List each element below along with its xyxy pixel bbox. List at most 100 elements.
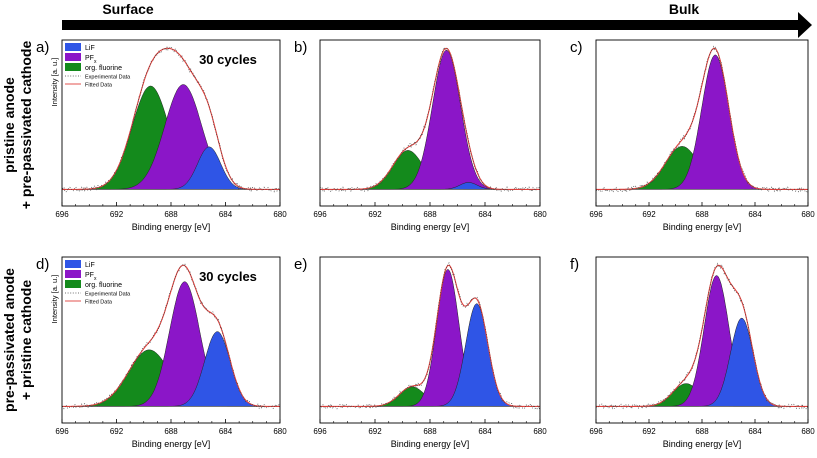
panel-a: 696 692 688 684 680 Binding energy [eV] Intens… [36, 39, 287, 232]
experimental-line-d [62, 262, 280, 410]
panel-label-e: e) [294, 256, 307, 273]
legend-swatch-org-fluorine-a [65, 63, 81, 71]
xtick-label-a-692: 692 [110, 210, 124, 219]
peak-pfx-b [320, 50, 540, 190]
panel-c-plot [596, 45, 808, 193]
xtick-label-c-680: 680 [801, 210, 815, 219]
xtick-label-d-688: 688 [164, 427, 178, 436]
panel-b: 696 692 688 684 680 Binding energy [eV] b) [294, 39, 547, 232]
xtick-label-c-692: 692 [642, 210, 656, 219]
depth-arrow-head [798, 12, 812, 38]
legend-fitted-label-d: Fitted Data [85, 300, 113, 306]
xtick-label-a-696: 696 [55, 210, 69, 219]
panel-d: 696 692 688 684 680 Binding energy [eV] Intens… [36, 256, 287, 449]
legend-experimental-label-d: Experimental Data [85, 292, 131, 298]
panel-f: 696 692 688 684 680 Binding energy [eV] f) [570, 256, 815, 449]
row-label-2: pre-passivated anode + pristine cathode [1, 268, 34, 412]
xlabel-e: Binding energy [eV] [391, 439, 470, 449]
experimental-line-c [596, 45, 808, 193]
row-label-1-line2: + pre-passivated cathode [18, 41, 34, 210]
xtick-label-e-692: 692 [368, 427, 382, 436]
xtick-label-b-692: 692 [368, 210, 382, 219]
xtick-label-a-684: 684 [219, 210, 233, 219]
legend-swatch-org-fluorine-d [65, 280, 81, 288]
xlabel-f: Binding energy [eV] [663, 439, 742, 449]
fitted-line-f [596, 264, 808, 407]
legend-label-lif-d: LiF [85, 262, 95, 269]
panels: 696 692 688 684 680 Binding energy [eV] Intens… [36, 39, 815, 449]
experimental-line-b [320, 46, 540, 193]
xtick-label-c-696: 696 [589, 210, 603, 219]
xlabel-a: Binding energy [eV] [132, 222, 211, 232]
xtick-label-c-688: 688 [695, 210, 709, 219]
experimental-line-f [596, 262, 808, 410]
xtick-label-b-684: 684 [478, 210, 492, 219]
panel-label-f: f) [570, 256, 579, 273]
legend-label-pfx-a: PFx [85, 55, 97, 65]
legend-swatch-pfx-d [65, 270, 81, 278]
legend-swatch-pfx-a [65, 53, 81, 61]
xlabel-d: Binding energy [eV] [132, 439, 211, 449]
legend-swatch-lif-d [65, 260, 81, 268]
row-label-2-line2: + pristine cathode [18, 280, 34, 400]
panel-c: 696 692 688 684 680 Binding energy [eV] c) [570, 39, 815, 232]
xtick-label-d-692: 692 [110, 427, 124, 436]
legend-swatch-lif-a [65, 43, 81, 51]
xtick-label-f-696: 696 [589, 427, 603, 436]
experimental-line-e [320, 261, 540, 410]
xtick-label-e-696: 696 [313, 427, 327, 436]
legend-label-lif-a: LiF [85, 45, 95, 52]
xtick-label-f-688: 688 [695, 427, 709, 436]
xtick-label-b-680: 680 [533, 210, 547, 219]
xtick-label-e-680: 680 [533, 427, 547, 436]
annotation-d: 30 cycles [199, 269, 257, 284]
fitted-line-c [596, 47, 808, 190]
legend-label-org-fluorine-a: org. fluorine [85, 65, 122, 72]
ylabel-d: Intensity [a. u.] [50, 275, 59, 324]
xtick-label-a-680: 680 [273, 210, 287, 219]
ylabel-a: Intensity [a. u.] [50, 58, 59, 107]
xtick-label-d-696: 696 [55, 427, 69, 436]
xtick-label-b-696: 696 [313, 210, 327, 219]
row-label-2-line1: pre-passivated anode [1, 268, 17, 412]
bulk-label: Bulk [669, 1, 700, 17]
xtick-label-f-684: 684 [748, 427, 762, 436]
fitted-line-a [62, 47, 280, 190]
surface-label: Surface [102, 1, 154, 17]
panel-b-plot [320, 46, 540, 193]
xtick-label-d-684: 684 [219, 427, 233, 436]
panel-e: 696 692 688 684 680 Binding energy [eV] e) [294, 256, 547, 449]
xtick-label-a-688: 688 [164, 210, 178, 219]
panel-label-a: a) [36, 39, 49, 56]
peak-pfx-f [596, 275, 808, 407]
depth-arrow-shaft [62, 20, 800, 30]
xlabel-b: Binding energy [eV] [391, 222, 470, 232]
peak-pfx-a [62, 84, 280, 190]
peak-pfx-e [320, 269, 540, 407]
depth-arrow [62, 12, 812, 38]
panel-e-plot [320, 261, 540, 410]
legend-fitted-label-a: Fitted Data [85, 83, 113, 89]
panel-label-c: c) [570, 39, 583, 56]
legend-label-pfx-d: PFx [85, 272, 97, 282]
row-label-1: pristine anode + pre-passivated cathode [1, 41, 34, 210]
xtick-label-e-688: 688 [423, 427, 437, 436]
xlabel-c: Binding energy [eV] [663, 222, 742, 232]
panel-d-plot [62, 262, 280, 410]
xtick-label-d-680: 680 [273, 427, 287, 436]
xtick-label-f-692: 692 [642, 427, 656, 436]
xtick-label-b-688: 688 [423, 210, 437, 219]
panel-f-plot [596, 262, 808, 410]
annotation-a: 30 cycles [199, 52, 257, 67]
legend-label-org-fluorine-d: org. fluorine [85, 282, 122, 289]
panel-label-d: d) [36, 256, 49, 273]
xtick-label-c-684: 684 [748, 210, 762, 219]
panel-label-b: b) [294, 39, 307, 56]
xtick-label-e-684: 684 [478, 427, 492, 436]
peak-pfx-c [596, 54, 808, 190]
row-label-1-line1: pristine anode [1, 77, 17, 173]
legend-experimental-label-a: Experimental Data [85, 75, 131, 81]
